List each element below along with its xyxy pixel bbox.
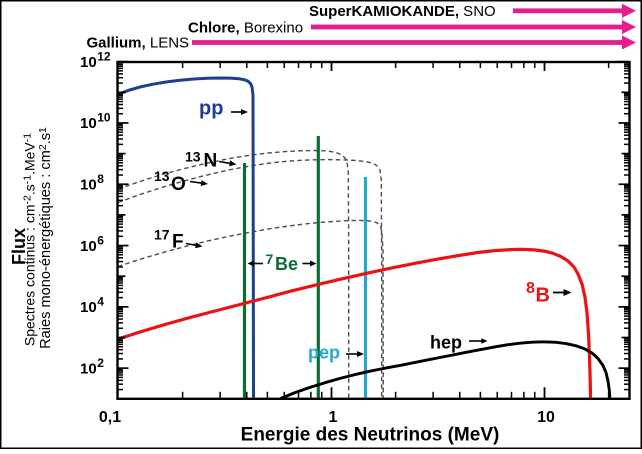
svg-text:Gallium, LENS: Gallium, LENS xyxy=(87,35,190,52)
svg-text:SuperKAMIOKANDE, SNO: SuperKAMIOKANDE, SNO xyxy=(309,3,496,20)
svg-text:Flux: Flux xyxy=(9,228,29,265)
svg-text:1: 1 xyxy=(329,409,338,426)
svg-text:hep: hep xyxy=(430,333,462,353)
svg-text:0,1: 0,1 xyxy=(99,409,121,426)
svg-text:Spectres continus : cm-2.s-1.M: Spectres continus : cm-2.s-1.MeV-1 xyxy=(22,133,38,346)
svg-text:Be: Be xyxy=(275,254,298,274)
svg-text:13: 13 xyxy=(154,168,170,184)
svg-text:N: N xyxy=(204,151,218,172)
svg-text:17: 17 xyxy=(154,227,170,243)
svg-text:Raies mono-énergétiques : cm2.: Raies mono-énergétiques : cm2.s1 xyxy=(37,127,54,349)
svg-text:pp: pp xyxy=(199,98,223,120)
svg-text:pep: pep xyxy=(308,343,340,363)
svg-text:O: O xyxy=(171,174,186,195)
svg-text:Chlore, Borexino: Chlore, Borexino xyxy=(188,19,303,36)
svg-text:F: F xyxy=(172,232,184,253)
svg-text:13: 13 xyxy=(185,149,201,165)
svg-text:Energie des Neutrinos (MeV): Energie des Neutrinos (MeV) xyxy=(241,425,500,446)
svg-text:7: 7 xyxy=(266,251,274,267)
svg-text:8: 8 xyxy=(526,280,535,297)
svg-text:10: 10 xyxy=(537,409,555,426)
svg-text:B: B xyxy=(536,285,550,307)
